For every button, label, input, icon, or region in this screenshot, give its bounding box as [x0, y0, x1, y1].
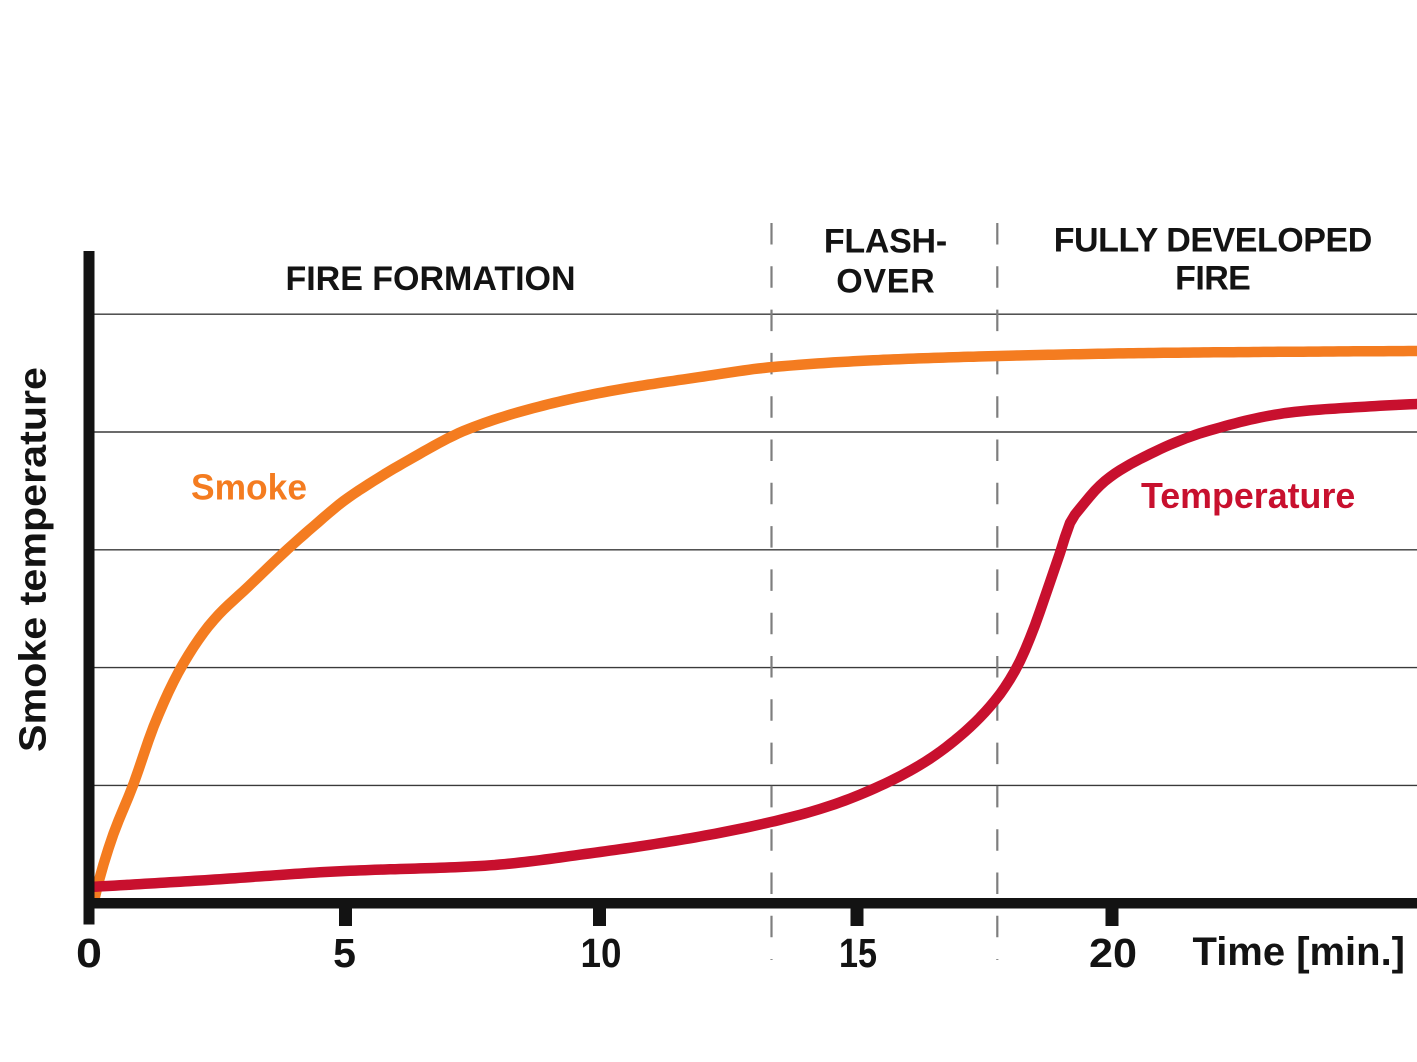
svg-text:FULLY DEVELOPED: FULLY DEVELOPED	[1054, 222, 1373, 260]
svg-text:Smoke: Smoke	[191, 467, 307, 508]
svg-text:Time [min.]: Time [min.]	[1193, 930, 1406, 974]
svg-text:OVER: OVER	[836, 263, 934, 301]
svg-text:15: 15	[839, 930, 877, 976]
svg-text:20: 20	[1089, 930, 1137, 976]
svg-text:Smoke temperature: Smoke temperature	[13, 367, 55, 752]
svg-text:10: 10	[581, 930, 622, 976]
svg-text:FIRE FORMATION: FIRE FORMATION	[286, 260, 576, 298]
svg-text:FLASH-: FLASH-	[824, 223, 947, 261]
svg-text:0: 0	[76, 930, 102, 976]
svg-text:Temperature: Temperature	[1141, 475, 1355, 516]
svg-text:5: 5	[333, 930, 356, 976]
svg-text:FIRE: FIRE	[1175, 259, 1251, 297]
